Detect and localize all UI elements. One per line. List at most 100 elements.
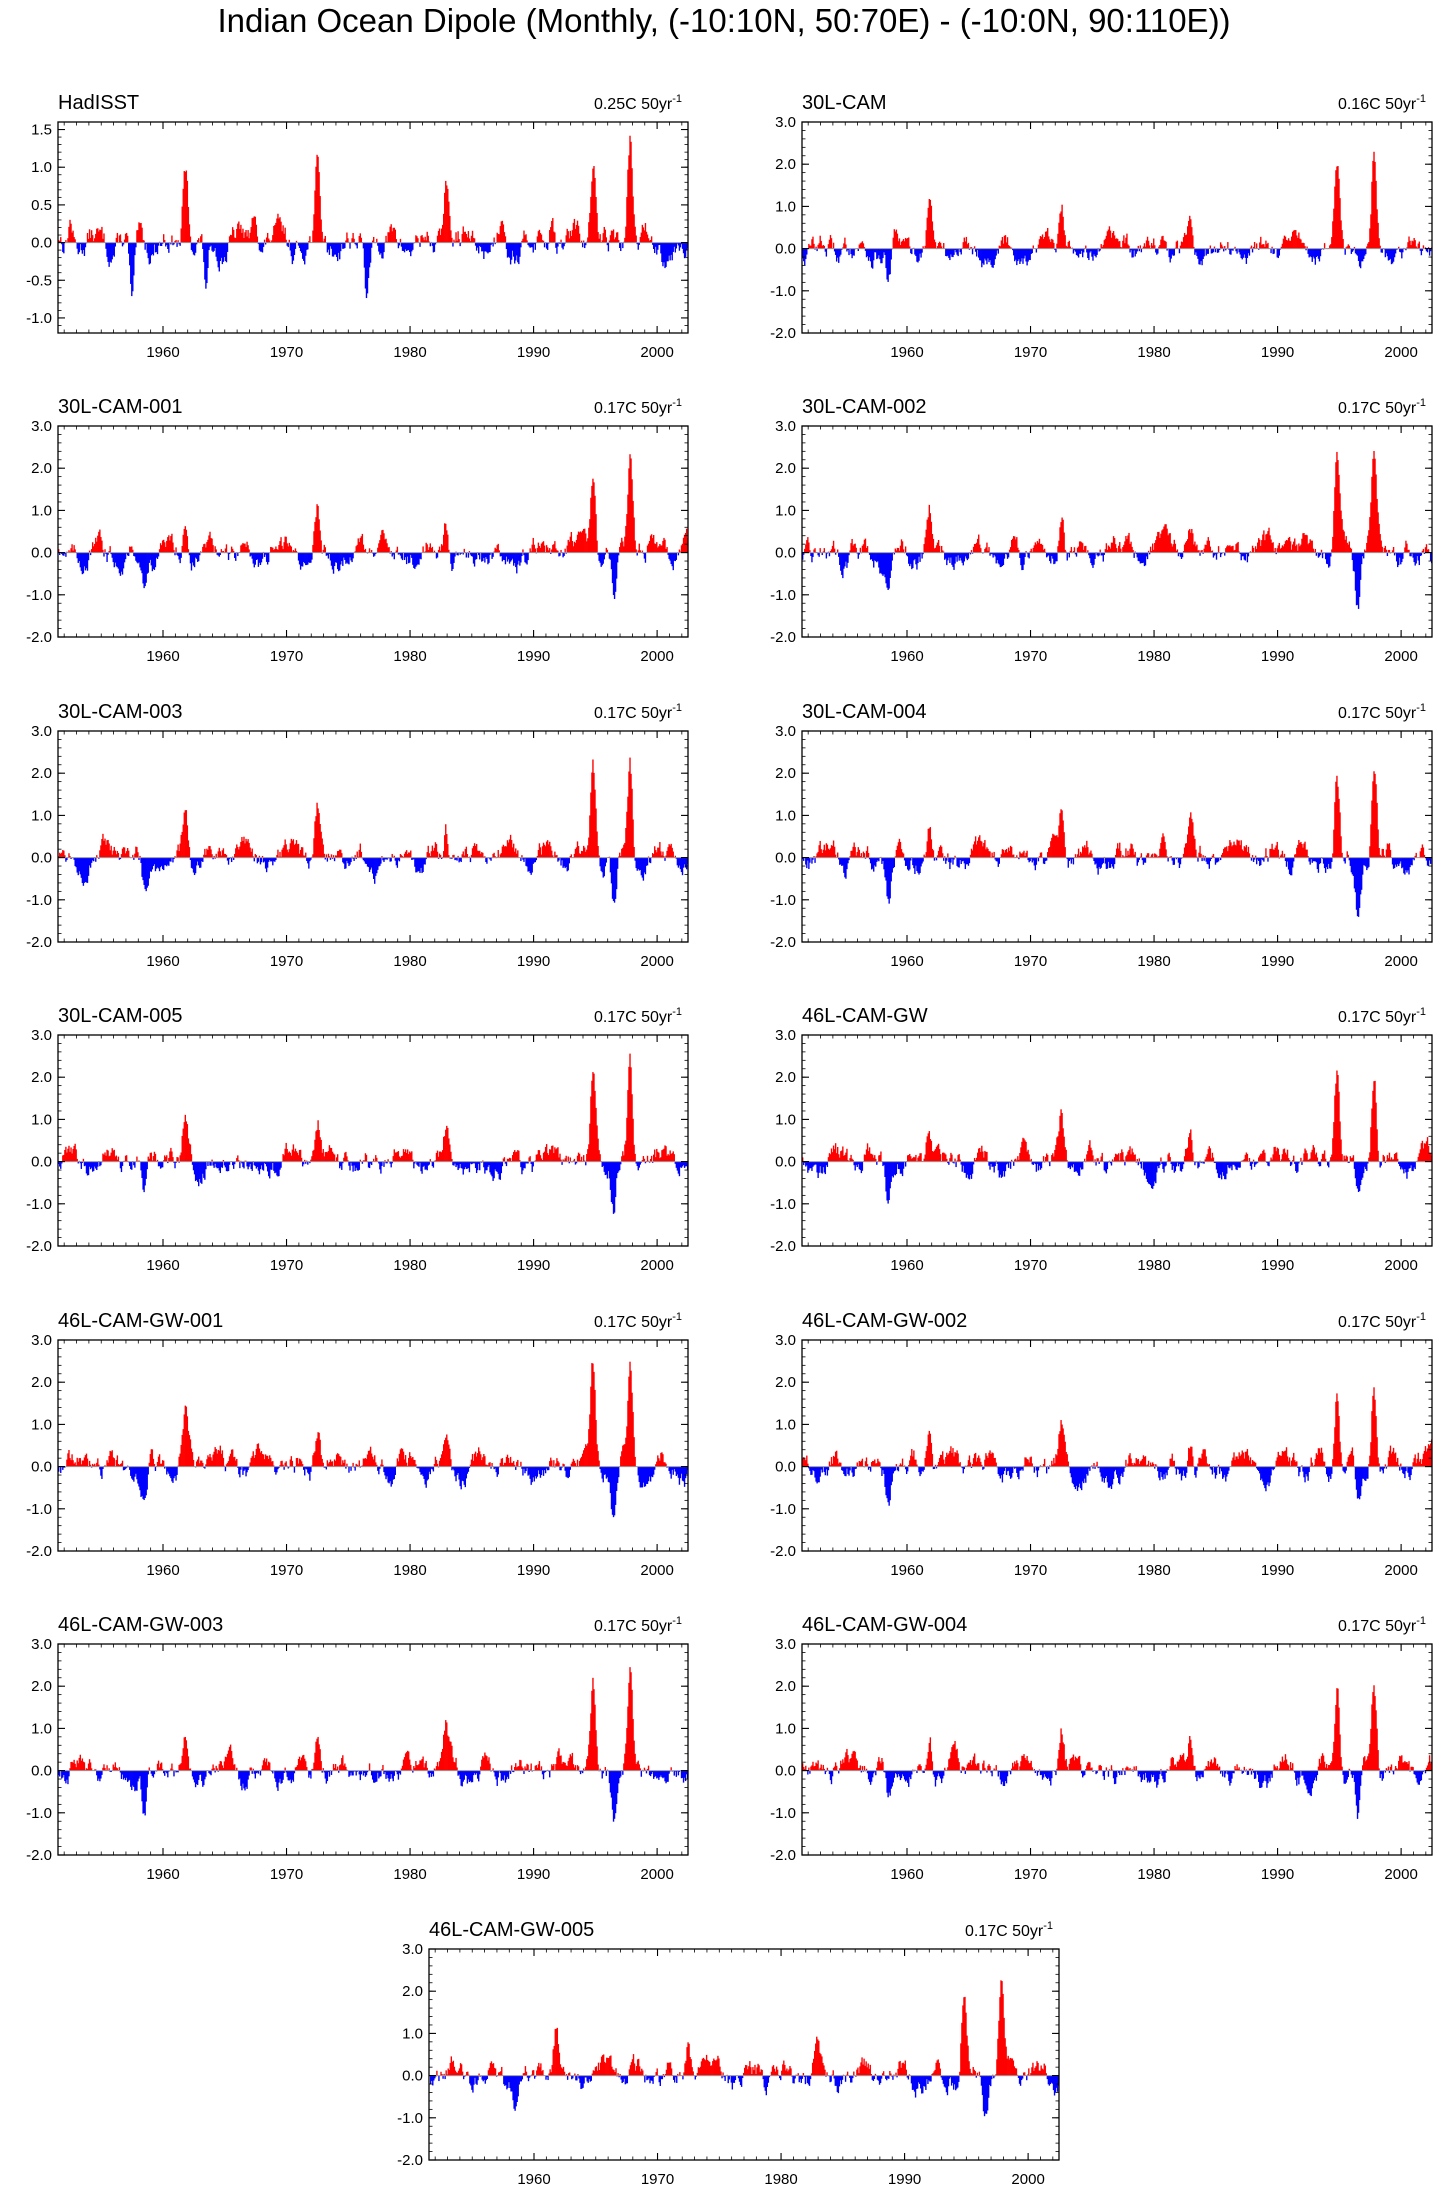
bar (495, 548, 497, 553)
bar (1037, 857, 1040, 862)
y-tick-label: -1.0 (26, 587, 52, 604)
bar (609, 235, 612, 243)
bar (1266, 244, 1268, 249)
bar (1306, 246, 1308, 249)
bar (830, 549, 833, 553)
bar (316, 504, 318, 553)
bar (1103, 552, 1105, 555)
bar (584, 528, 586, 553)
bar (1358, 248, 1361, 267)
bar (463, 231, 465, 243)
bar (1336, 166, 1338, 249)
bar (606, 549, 609, 553)
x-tick-label: 1960 (890, 344, 923, 361)
bar (1279, 248, 1282, 250)
bar (195, 552, 198, 559)
bar (1014, 536, 1016, 553)
bar (1255, 243, 1258, 249)
bar (602, 552, 604, 564)
bar (150, 1152, 153, 1162)
bar (935, 545, 938, 553)
bar (1018, 550, 1020, 553)
bar (915, 552, 917, 565)
bar (618, 240, 620, 243)
bar (95, 537, 97, 553)
bar (832, 540, 835, 553)
bar (850, 248, 852, 255)
bar (889, 552, 891, 578)
bar (1171, 546, 1173, 553)
bar (192, 242, 195, 255)
bar (1170, 543, 1172, 553)
bar (323, 544, 325, 553)
bar (966, 244, 969, 249)
bar (62, 242, 64, 253)
bar (1156, 248, 1158, 255)
bar (1180, 241, 1183, 249)
bar (560, 239, 562, 243)
bar (1384, 545, 1387, 553)
bar (1399, 552, 1401, 558)
bar (999, 246, 1002, 249)
bar (172, 1157, 174, 1162)
bar (1092, 248, 1094, 261)
bar (1217, 857, 1220, 862)
bar (1002, 243, 1005, 249)
bar (901, 240, 904, 249)
bar (68, 853, 70, 858)
bar (257, 552, 260, 567)
bar (504, 552, 507, 565)
bar (1328, 552, 1330, 568)
bar (1073, 547, 1076, 553)
bar (1364, 248, 1366, 256)
bar (212, 545, 214, 553)
bar (1243, 248, 1245, 255)
bar (58, 240, 60, 243)
bar (179, 242, 181, 246)
bar (417, 238, 419, 243)
bar (71, 232, 73, 243)
bar (1044, 231, 1047, 249)
bar (1267, 531, 1269, 553)
bar (1052, 239, 1054, 249)
bar (863, 539, 866, 553)
bar (674, 242, 676, 253)
bar (925, 230, 927, 249)
bar (1029, 248, 1031, 261)
bar (1274, 547, 1276, 553)
bar (406, 552, 409, 557)
bar (1017, 547, 1019, 553)
bar (151, 552, 154, 572)
bar (590, 196, 592, 243)
bar (438, 546, 441, 553)
bar (631, 479, 633, 553)
bar (603, 226, 605, 243)
bar (483, 552, 485, 558)
x-tick-label: 1960 (146, 953, 179, 970)
bar (876, 248, 878, 260)
bar (240, 224, 242, 243)
bar (226, 242, 229, 252)
bar (1317, 248, 1320, 259)
bar (1106, 549, 1109, 553)
bar (872, 248, 874, 269)
bar (1260, 236, 1262, 249)
bar (569, 536, 571, 553)
bar (86, 857, 89, 883)
bar (1144, 857, 1147, 863)
bar (837, 549, 839, 553)
bar (645, 231, 648, 243)
bar (207, 242, 209, 269)
bar (1120, 548, 1122, 553)
bar (471, 230, 474, 243)
bar (991, 552, 993, 555)
bar (914, 552, 916, 560)
bar (539, 233, 542, 243)
bar (964, 241, 967, 249)
bar (388, 547, 390, 553)
bar (963, 552, 965, 562)
bar (1184, 542, 1187, 553)
bar (1270, 539, 1272, 553)
bar (661, 545, 663, 553)
bar (1383, 548, 1385, 553)
